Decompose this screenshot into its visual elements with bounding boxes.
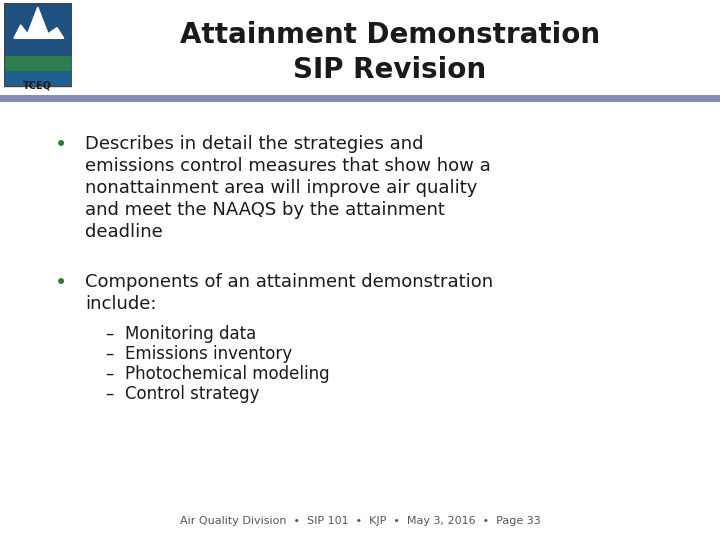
Text: and meet the NAAQS by the attainment: and meet the NAAQS by the attainment [85,201,445,219]
Text: Air Quality Division  •  SIP 101  •  KJP  •  May 3, 2016  •  Page 33: Air Quality Division • SIP 101 • KJP • M… [179,516,541,526]
Text: –: – [105,345,113,363]
Bar [4,71,72,86]
Text: Monitoring data: Monitoring data [125,325,256,343]
Bar [4,3,72,58]
Text: –: – [105,325,113,343]
Text: deadline: deadline [85,223,163,241]
Text: include:: include: [85,295,156,313]
Text: Control strategy: Control strategy [125,385,259,403]
Text: Describes in detail the strategies and: Describes in detail the strategies and [85,135,423,153]
Text: Components of an attainment demonstration: Components of an attainment demonstratio… [85,273,493,291]
Text: Attainment Demonstration: Attainment Demonstration [180,21,600,49]
Text: nonattainment area will improve air quality: nonattainment area will improve air qual… [85,179,477,197]
Text: •: • [55,135,67,155]
Text: TCEQ: TCEQ [23,81,53,91]
Text: –: – [105,365,113,383]
Text: –: – [105,385,113,403]
Text: •: • [55,273,67,293]
Text: Photochemical modeling: Photochemical modeling [125,365,330,383]
Text: SIP Revision: SIP Revision [294,56,487,84]
Text: Emissions inventory: Emissions inventory [125,345,292,363]
Bar [4,56,72,72]
Text: emissions control measures that show how a: emissions control measures that show how… [85,157,491,175]
Polygon shape [14,7,64,38]
